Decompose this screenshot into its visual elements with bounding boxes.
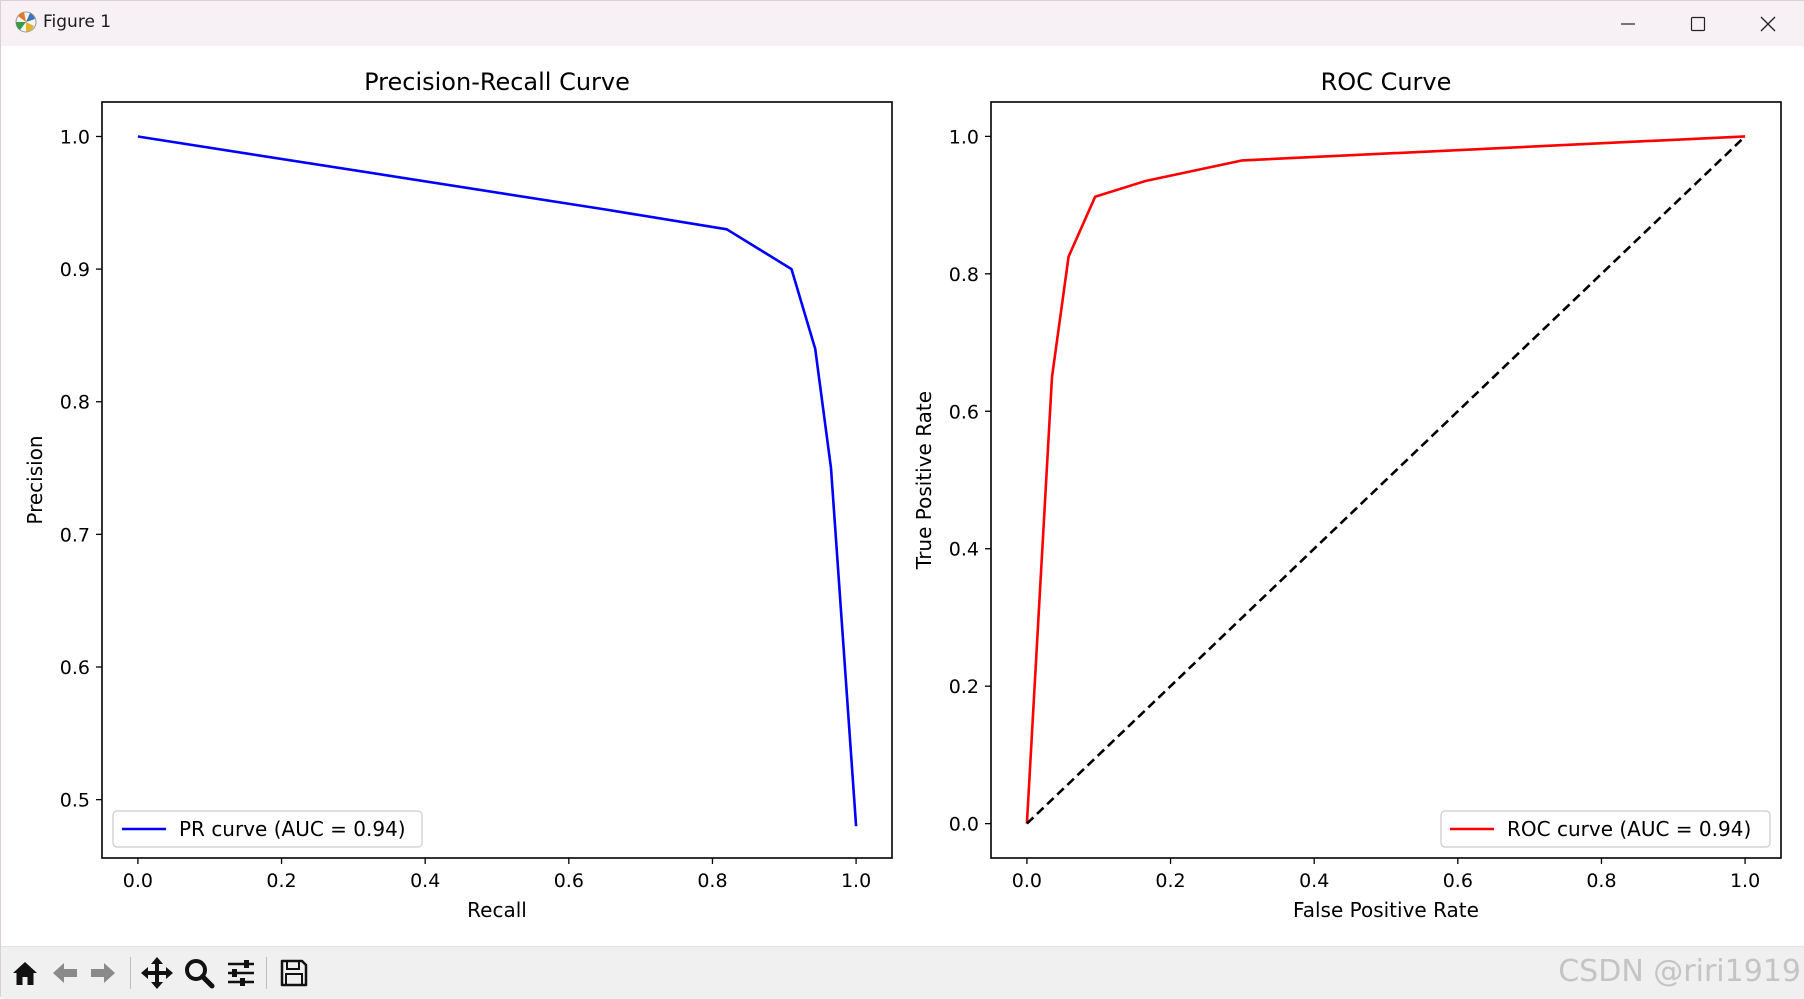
x-tick-label: 0.2 — [266, 870, 296, 892]
y-axis-label: Precision — [23, 435, 47, 524]
x-tick-label: 0.6 — [1443, 870, 1473, 892]
x-tick-label: 0.8 — [697, 870, 727, 892]
x-axis-label: False Positive Rate — [1293, 898, 1479, 922]
y-tick-label: 0.0 — [949, 814, 979, 836]
navigation-toolbar: CSDN @riri1919 — [1, 946, 1804, 999]
zoom-icon — [185, 959, 215, 989]
title-bar[interactable]: Figure 1 — [1, 1, 1804, 46]
x-tick-label: 0.4 — [410, 870, 440, 892]
legend-box — [1440, 810, 1771, 848]
toolbar-separator — [266, 957, 267, 989]
x-axis-label: Recall — [467, 898, 527, 922]
configure-subplots-button[interactable] — [224, 956, 258, 990]
series-line — [137, 135, 858, 827]
forward-icon — [91, 963, 115, 983]
back-icon — [53, 963, 77, 983]
pan-button[interactable] — [140, 956, 174, 990]
x-tick-label: 0.0 — [1012, 870, 1042, 892]
x-tick-label: 0.8 — [1586, 870, 1616, 892]
x-tick-label: 1.0 — [841, 870, 871, 892]
zoom-button[interactable] — [182, 956, 216, 990]
axes-frame — [990, 101, 1782, 859]
maximize-icon — [1690, 16, 1706, 31]
y-tick-label: 0.8 — [949, 264, 979, 286]
y-tick-label: 0.4 — [949, 539, 979, 561]
legend-box — [112, 810, 423, 848]
chart-title: Precision-Recall Curve — [364, 68, 630, 96]
y-axis-label: True Positive Rate — [912, 391, 936, 570]
save-button[interactable] — [277, 956, 311, 990]
toolbar-separator — [130, 957, 131, 989]
forward-button[interactable] — [86, 956, 120, 990]
home-button[interactable] — [8, 956, 42, 990]
chart-title: ROC Curve — [1321, 68, 1452, 96]
x-tick-label: 0.6 — [554, 870, 584, 892]
x-tick-label: 0.0 — [123, 870, 153, 892]
series-line — [1025, 135, 1746, 824]
legend-label: PR curve (AUC = 0.94) — [179, 817, 406, 841]
home-icon — [13, 962, 37, 985]
close-button[interactable] — [1733, 1, 1803, 46]
y-tick-label: 0.2 — [949, 676, 979, 698]
y-tick-label: 0.6 — [60, 657, 90, 679]
pan-icon — [141, 957, 173, 989]
y-tick-label: 1.0 — [60, 126, 90, 148]
save-icon — [280, 959, 308, 987]
back-button[interactable] — [48, 956, 82, 990]
diagonal-reference-line — [1026, 135, 1746, 825]
y-tick-label: 0.8 — [60, 392, 90, 414]
matplotlib-app-icon — [15, 11, 37, 33]
legend-label: ROC curve (AUC = 0.94) — [1507, 817, 1751, 841]
x-tick-label: 0.4 — [1299, 870, 1329, 892]
configure-subplots-icon — [228, 960, 254, 986]
close-icon — [1760, 16, 1776, 31]
window-title: Figure 1 — [43, 12, 112, 32]
y-tick-label: 0.9 — [60, 259, 90, 281]
minimize-icon — [1621, 22, 1635, 25]
x-tick-label: 1.0 — [1730, 870, 1760, 892]
maximize-button[interactable] — [1663, 1, 1733, 46]
y-tick-label: 0.7 — [60, 524, 90, 546]
minimize-button[interactable] — [1593, 1, 1663, 46]
y-tick-label: 1.0 — [949, 126, 979, 148]
y-tick-label: 0.5 — [60, 790, 90, 812]
x-tick-label: 0.2 — [1155, 870, 1185, 892]
charts-svg: 0.0 0.2 0.4 0.6 0.8 1.0 0.5 0.6 0.7 0.8 0.9 1.0 Prec… — [23, 68, 1782, 922]
axes-frame — [101, 101, 893, 859]
watermark: CSDN @riri1919 — [1558, 954, 1801, 989]
figure-canvas[interactable]: 0.0 0.2 0.4 0.6 0.8 1.0 0.5 0.6 0.7 0.8 0.9 1.0 Prec… — [2, 46, 1804, 946]
y-tick-label: 0.6 — [949, 401, 979, 423]
